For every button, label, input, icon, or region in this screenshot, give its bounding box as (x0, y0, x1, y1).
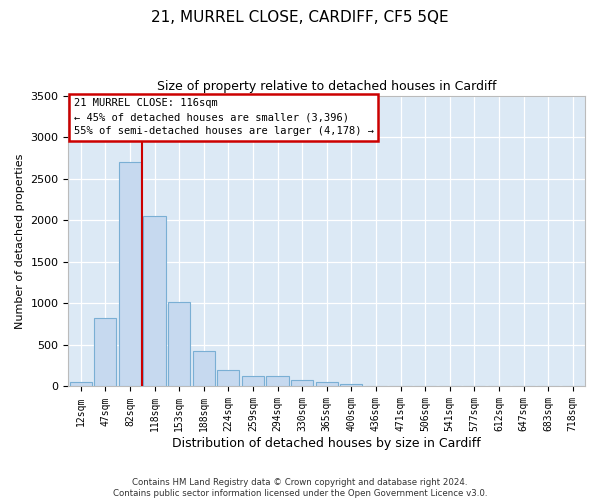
X-axis label: Distribution of detached houses by size in Cardiff: Distribution of detached houses by size … (172, 437, 481, 450)
Bar (193, 350, 215, 386)
Bar (291, 380, 313, 386)
Bar (94, 318, 116, 386)
Bar (70, 382, 92, 386)
Text: 21, MURREL CLOSE, CARDIFF, CF5 5QE: 21, MURREL CLOSE, CARDIFF, CF5 5QE (151, 10, 449, 25)
Text: Contains HM Land Registry data © Crown copyright and database right 2024.
Contai: Contains HM Land Registry data © Crown c… (113, 478, 487, 498)
Bar (242, 376, 264, 386)
Bar (119, 162, 141, 386)
Bar (340, 384, 362, 386)
Text: 21 MURREL CLOSE: 116sqm
← 45% of detached houses are smaller (3,396)
55% of semi: 21 MURREL CLOSE: 116sqm ← 45% of detache… (74, 98, 374, 136)
Bar (217, 370, 239, 386)
Bar (143, 216, 166, 386)
Bar (168, 302, 190, 386)
Bar (266, 376, 289, 386)
Y-axis label: Number of detached properties: Number of detached properties (15, 154, 25, 328)
Bar (316, 382, 338, 386)
Title: Size of property relative to detached houses in Cardiff: Size of property relative to detached ho… (157, 80, 496, 93)
